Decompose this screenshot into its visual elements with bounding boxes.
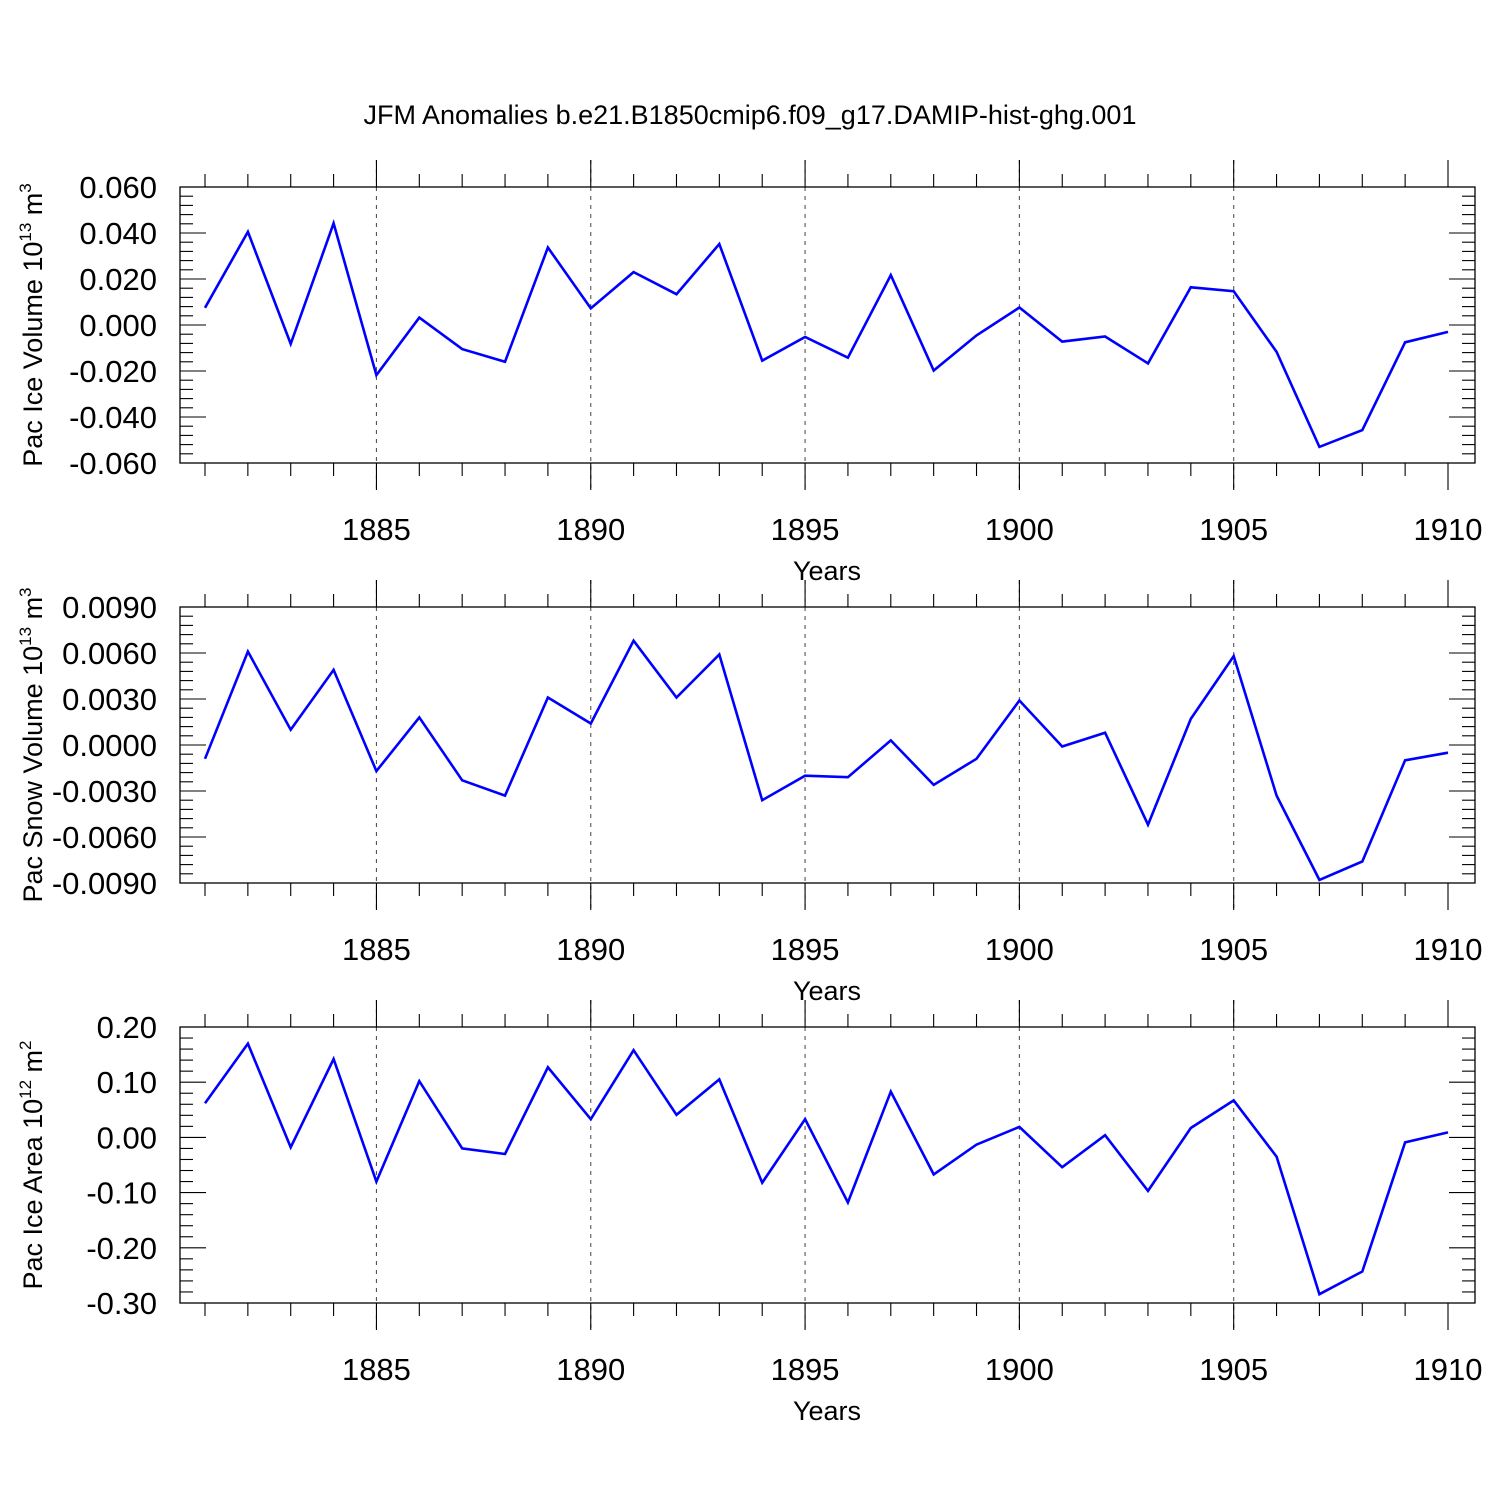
x-tick-label: 1895 xyxy=(771,932,840,967)
y-tick-label: -0.060 xyxy=(69,446,157,481)
y-axis-label-main: Pac Ice Area 10 xyxy=(18,1099,48,1290)
y-axis-label: Pac Snow Volume 1013 m3 xyxy=(16,587,48,902)
y-axis-label-exponent: 13 xyxy=(16,223,35,242)
y-tick-label: -0.0090 xyxy=(52,866,157,901)
y-axis-label-unit-exponent: 3 xyxy=(16,587,35,596)
y-tick-label: -0.20 xyxy=(86,1231,157,1266)
series-line xyxy=(203,638,1449,882)
series-line xyxy=(203,1040,1449,1297)
x-tick-label: 1905 xyxy=(1199,932,1268,967)
y-tick-label: -0.0060 xyxy=(52,820,157,855)
x-tick-label: 1910 xyxy=(1414,1352,1483,1387)
x-tick-label: 1910 xyxy=(1414,932,1483,967)
plot-frame xyxy=(179,1026,1476,1304)
y-tick-label: 0.060 xyxy=(79,170,157,205)
y-axis-label-unit: m xyxy=(18,1050,48,1080)
y-axis-label-unit: m xyxy=(18,193,48,223)
plot-frame xyxy=(179,606,1476,884)
x-axis-label: Years xyxy=(793,1396,861,1426)
y-tick-label: 0.0090 xyxy=(62,590,157,625)
y-tick-label: 0.020 xyxy=(79,262,157,297)
x-tick-label: 1900 xyxy=(985,932,1054,967)
y-tick-label: 0.0060 xyxy=(62,636,157,671)
plot-frame xyxy=(179,186,1476,464)
y-tick-label: -0.30 xyxy=(86,1286,157,1321)
y-tick-label: -0.020 xyxy=(69,354,157,389)
x-tick-label: 1900 xyxy=(985,512,1054,547)
y-tick-label: 0.040 xyxy=(79,216,157,251)
x-tick-label: 1895 xyxy=(771,1352,840,1387)
x-tick-label: 1890 xyxy=(556,512,625,547)
x-tick-label: 1905 xyxy=(1199,1352,1268,1387)
y-axis-label-exponent: 12 xyxy=(16,1080,35,1099)
y-tick-label: 0.00 xyxy=(97,1120,157,1155)
y-tick-label: -0.10 xyxy=(86,1176,157,1211)
y-axis-label-main: Pac Snow Volume 10 xyxy=(18,646,48,903)
x-tick-label: 1885 xyxy=(342,932,411,967)
x-tick-label: 1885 xyxy=(342,512,411,547)
x-tick-label: 1890 xyxy=(556,932,625,967)
y-tick-label: -0.040 xyxy=(69,400,157,435)
y-tick-label: 0.0000 xyxy=(62,728,157,763)
y-axis-label: Pac Ice Area 1012 m2 xyxy=(16,1040,48,1289)
x-axis-label: Years xyxy=(793,976,861,1006)
x-tick-label: 1910 xyxy=(1414,512,1483,547)
x-tick-label: 1895 xyxy=(771,512,840,547)
y-tick-label: 0.10 xyxy=(97,1065,157,1100)
y-tick-label: 0.20 xyxy=(97,1010,157,1045)
x-tick-label: 1885 xyxy=(342,1352,411,1387)
y-tick-label: 0.0030 xyxy=(62,682,157,717)
panel-1: -0.060 -0.040 -0.020 0.000 0.020 0.040 0.060 18… xyxy=(16,160,1482,586)
x-tick-label: 1890 xyxy=(556,1352,625,1387)
x-tick-label: 1900 xyxy=(985,1352,1054,1387)
series-line xyxy=(203,219,1449,449)
y-axis-label-unit-exponent: 3 xyxy=(16,183,35,192)
y-axis-label-main: Pac Ice Volume 10 xyxy=(18,242,48,467)
y-axis-label-exponent: 13 xyxy=(16,627,35,646)
chart-title: JFM Anomalies b.e21.B1850cmip6.f09_g17.D… xyxy=(364,100,1137,130)
x-axis-label: Years xyxy=(793,556,861,586)
y-axis-label: Pac Ice Volume 1013 m3 xyxy=(16,183,48,467)
y-axis-label-unit: m xyxy=(18,597,48,627)
panel-2: -0.0090 -0.0060 -0.0030 0.0000 0.0030 0.0060 0… xyxy=(16,580,1482,1006)
x-tick-label: 1905 xyxy=(1199,512,1268,547)
y-tick-label: -0.0030 xyxy=(52,774,157,809)
panel-3: -0.30 -0.20 -0.10 0.00 0.10 0.20 1885 1890 1895 1… xyxy=(16,1000,1482,1426)
y-axis-label-unit-exponent: 2 xyxy=(16,1040,35,1049)
y-tick-label: 0.000 xyxy=(79,308,157,343)
